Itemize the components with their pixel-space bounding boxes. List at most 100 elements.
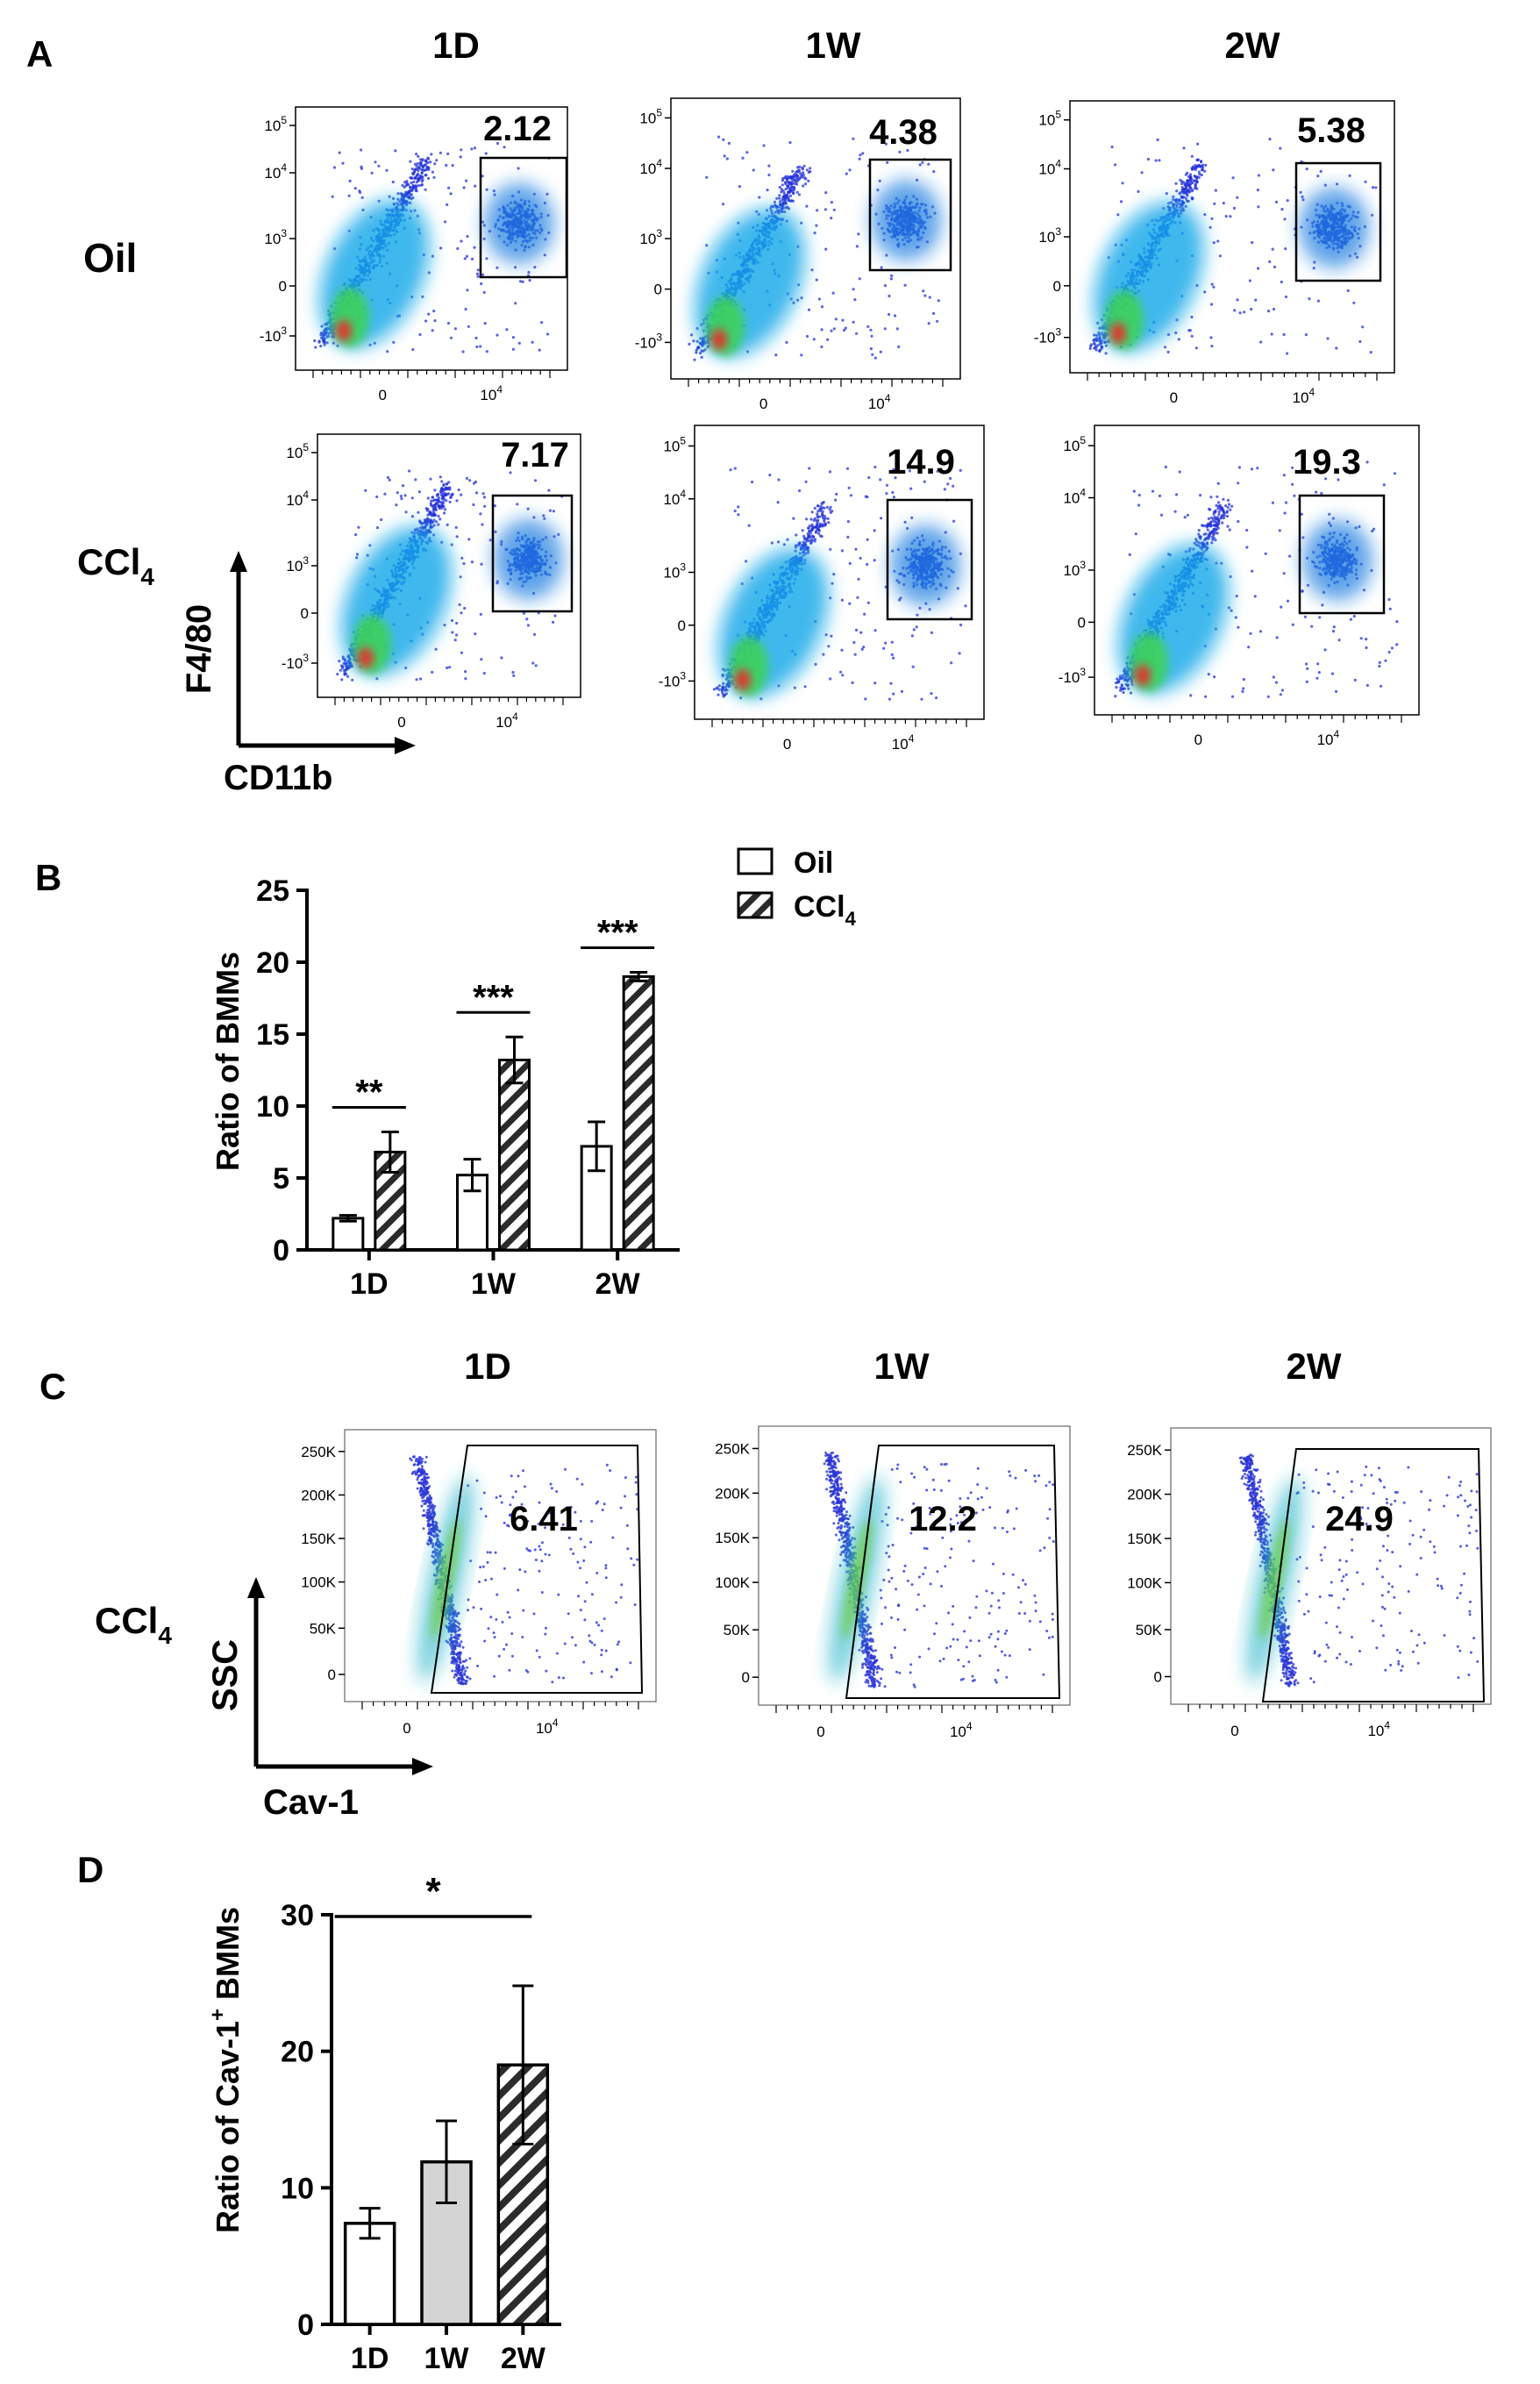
panel-c-x-tick: 0 — [816, 1724, 824, 1740]
panel-a-y-tick: 103 — [639, 227, 662, 247]
panel-b-y-tick: 5 — [273, 1162, 289, 1196]
panel-a-y-tick: 105 — [639, 106, 662, 126]
panel-c-y-tick: 0 — [742, 1669, 750, 1686]
panel-a-y-tick: 104 — [286, 489, 309, 509]
panel-a-gate-value: 4.38 — [869, 113, 938, 152]
panel-a-y-tick: 0 — [678, 617, 686, 634]
panel-a-x-tick: 0 — [378, 387, 386, 403]
panel-a-y-tick: 103 — [286, 554, 309, 575]
panel-b-legend: Oil CCl4 — [737, 846, 857, 930]
panel-a-x-tick: 104 — [1317, 728, 1340, 748]
panel-c-y-tick: 200K — [1127, 1487, 1162, 1503]
panel-letter-a: A — [26, 33, 53, 75]
panel-a-y-tick: 105 — [663, 434, 686, 454]
panel-c-y-tick: 200K — [715, 1485, 750, 1502]
panel-c-y-tick: 150K — [1127, 1531, 1162, 1547]
panel-a-y-tick: 104 — [663, 488, 686, 508]
panel-c-gate — [845, 1445, 1061, 1699]
panel-c-x-tick: 104 — [536, 1717, 559, 1737]
panel-a-x-tick: 104 — [892, 732, 915, 753]
panel-a-y-tick: 104 — [1063, 487, 1086, 507]
panel-a-col-1d: 1D — [432, 25, 480, 66]
panel-a-row-oil: Oil — [83, 235, 137, 281]
panel-d-significance: * — [425, 1870, 441, 1913]
panel-a-gate-value: 5.38 — [1297, 111, 1365, 150]
panel-c-y-tick: 50K — [310, 1620, 337, 1637]
panel-a-plot-r1-c2: 19.3 105 104 103 0 -103 0 104 — [1059, 425, 1420, 748]
panel-a-y-tick: 105 — [286, 441, 309, 461]
panel-a-y-tick: 103 — [663, 561, 686, 582]
panel-a-gate — [491, 494, 574, 613]
panel-a-y-tick: 0 — [1078, 614, 1086, 631]
panel-b-y-tick: 10 — [256, 1090, 289, 1124]
panel-d-y-tick: 20 — [281, 2036, 314, 2069]
panel-c-y-axis-label: SSC — [206, 1639, 245, 1711]
panel-a-gate-value: 7.17 — [501, 436, 569, 475]
panel-c-gate-value: 24.9 — [1325, 1500, 1394, 1538]
panel-a-gate — [1294, 161, 1382, 282]
panel-c-corner-axes — [247, 1577, 433, 1775]
panel-a-col-2w: 2W — [1225, 25, 1280, 66]
panel-a-gate-value: 19.3 — [1293, 443, 1361, 482]
panel-c-plot-0: 6.41 250K 200K 150K 100K 50K 0 0 104 — [301, 1429, 657, 1737]
panel-d-bar-chart: 0 10 20 30 1D 1W 2W * — [281, 1870, 561, 2375]
panel-c-y-tick: 250K — [715, 1440, 750, 1457]
panel-letter-b: B — [35, 857, 61, 898]
panel-a-gate — [1298, 494, 1386, 615]
panel-b-x-tick: 1W — [471, 1267, 517, 1301]
panel-a-y-tick: -103 — [282, 652, 310, 672]
panel-b-bar-ccl4 — [498, 1059, 531, 1252]
panel-a-y-tick: -103 — [635, 331, 663, 351]
panel-a-x-tick: 104 — [496, 710, 518, 731]
panel-b-significance: *** — [597, 913, 638, 952]
panel-a-y-tick: -103 — [260, 325, 288, 345]
panel-c-y-tick: 0 — [328, 1667, 336, 1683]
panel-d-x-tick: 1W — [424, 2342, 470, 2375]
panel-a-y-axis-label: F4/80 — [180, 604, 218, 694]
panel-b-y-label: Ratio of BMMs — [210, 952, 246, 1171]
panel-a-plot-r1-c0: 7.17 105 104 103 0 -103 0 104 — [282, 433, 581, 731]
panel-a-plot-r0-c0: 2.12 105 104 103 0 -103 0 104 — [260, 106, 568, 403]
panel-c-x-axis-label: Cav-1 — [263, 1783, 359, 1822]
panel-b-y-tick: 20 — [256, 946, 289, 980]
panel-c-x-tick: 0 — [403, 1720, 410, 1737]
legend-swatch-oil — [737, 847, 774, 875]
panel-c-row-ccl4: CCl4 — [95, 1600, 172, 1649]
panel-c-y-tick: 0 — [1154, 1669, 1162, 1686]
panel-b-significance: *** — [473, 978, 514, 1017]
panel-a-corner-axes — [230, 551, 416, 754]
panel-d-x-tick: 2W — [501, 2342, 546, 2375]
panel-c-col-1w: 1W — [874, 1345, 930, 1387]
panel-c-gate-value: 6.41 — [510, 1500, 578, 1538]
panel-d-y-tick: 10 — [281, 2172, 314, 2205]
panel-a-gate — [886, 498, 973, 621]
panel-a-y-tick: -103 — [1034, 326, 1062, 346]
panel-a-y-tick: 104 — [639, 157, 662, 177]
panel-a-y-tick: 0 — [654, 282, 662, 298]
panel-a-plot-r0-c2: 5.38 105 104 103 0 -103 0 104 — [1034, 100, 1395, 406]
panel-a-y-tick: 0 — [1053, 278, 1061, 295]
panel-b-x-tick: 2W — [595, 1267, 641, 1301]
panel-c-y-tick: 50K — [724, 1622, 751, 1638]
panel-d-y-label: Ratio of Cav-1+ BMMs — [206, 1907, 246, 2233]
panel-c-y-tick: 200K — [301, 1487, 336, 1503]
panel-a-col-1w: 1W — [806, 25, 861, 66]
legend-label-oil: Oil — [794, 846, 833, 880]
panel-a-y-tick: -103 — [1059, 666, 1087, 686]
panel-a-y-tick: 105 — [1038, 109, 1061, 129]
panel-a-gate-value: 2.12 — [483, 110, 552, 148]
panel-c-plot-2: 24.9 250K 200K 150K 100K 50K 0 0 104 — [1127, 1427, 1492, 1739]
panel-a-x-tick: 104 — [1293, 386, 1315, 406]
panel-a-x-tick: 0 — [759, 396, 767, 412]
panel-c-y-tick: 50K — [1136, 1622, 1163, 1638]
panel-c-plot-1: 12.2 250K 200K 150K 100K 50K 0 0 104 — [715, 1425, 1071, 1740]
panel-a-y-tick: 105 — [264, 114, 287, 134]
panel-a-gate-value: 14.9 — [887, 443, 955, 482]
panel-b-x-tick: 1D — [350, 1267, 388, 1301]
panel-d-y-tick: 0 — [297, 2309, 314, 2342]
panel-c-y-tick: 250K — [1127, 1442, 1162, 1459]
panel-c-gate-value: 12.2 — [909, 1500, 977, 1538]
panel-a-y-tick: 103 — [264, 227, 287, 247]
panel-c-gate — [1261, 1448, 1486, 1702]
